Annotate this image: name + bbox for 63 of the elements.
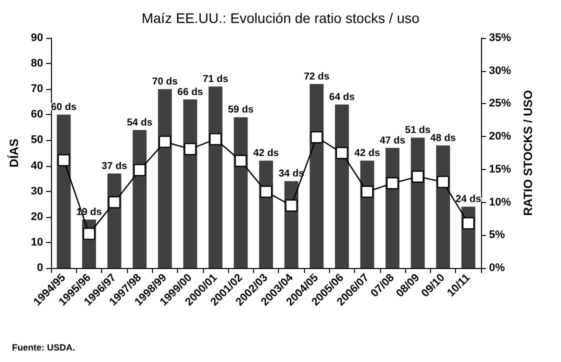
data-label: 51 ds bbox=[404, 125, 432, 136]
bar bbox=[310, 84, 324, 268]
data-label: 37 ds bbox=[102, 160, 128, 172]
y-tick-label: 0 bbox=[37, 262, 44, 274]
y-tick-label: 30 bbox=[30, 185, 44, 198]
data-label: 42 ds bbox=[354, 148, 380, 160]
bar bbox=[208, 86, 222, 268]
y2-tick-label: 10% bbox=[489, 196, 512, 208]
data-label: 54 ds bbox=[126, 118, 153, 128]
data-label: 24 ds bbox=[456, 194, 482, 206]
bar bbox=[183, 99, 198, 268]
y-tick-label: 40 bbox=[30, 160, 44, 172]
data-label: 72 ds bbox=[304, 72, 330, 82]
point bbox=[386, 177, 399, 190]
data-label: 47 ds bbox=[380, 135, 406, 146]
point bbox=[436, 176, 450, 188]
bar bbox=[158, 89, 172, 268]
data-label: 48 ds bbox=[430, 132, 456, 144]
point bbox=[158, 136, 172, 148]
bar bbox=[132, 130, 147, 268]
data-label: 64 ds bbox=[329, 92, 356, 103]
y-tick-label: 70 bbox=[30, 83, 44, 96]
y2-tick-label: 30% bbox=[489, 64, 512, 77]
point bbox=[58, 154, 70, 166]
y-tick-label: 50 bbox=[30, 134, 44, 146]
y-axis-title: DÍAS bbox=[7, 138, 21, 168]
point bbox=[234, 154, 247, 167]
point bbox=[336, 146, 348, 160]
point bbox=[285, 199, 298, 212]
bar bbox=[410, 138, 425, 268]
chart-title: Maíz EE.UU.: Evolución de ratio stocks / uso bbox=[142, 10, 420, 26]
point bbox=[361, 186, 374, 198]
point bbox=[108, 196, 120, 208]
point bbox=[184, 142, 196, 156]
data-label: 66 ds bbox=[177, 86, 204, 98]
bar bbox=[234, 117, 248, 268]
bar bbox=[436, 145, 450, 268]
data-label: 70 ds bbox=[152, 76, 178, 88]
y2-axis-title: RATIO STOCKS / USO bbox=[520, 90, 535, 216]
point bbox=[412, 170, 424, 183]
y2-tick-label: 20% bbox=[489, 130, 512, 143]
data-label: 71 ds bbox=[202, 74, 229, 86]
y2-tick-label: 15% bbox=[489, 163, 512, 176]
bar bbox=[334, 104, 349, 268]
y2-tick-label: 35% bbox=[489, 32, 512, 44]
point bbox=[260, 186, 272, 198]
y-tick-label: 90 bbox=[30, 32, 44, 44]
y-tick-label: 10 bbox=[30, 236, 44, 248]
y2-tick-label: 0% bbox=[489, 262, 506, 274]
source-note: Fuente: USDA. bbox=[12, 342, 75, 352]
data-label: 59 ds bbox=[228, 104, 254, 116]
point bbox=[310, 131, 323, 144]
bar bbox=[386, 148, 400, 268]
y-tick-label: 80 bbox=[30, 58, 44, 70]
point bbox=[462, 217, 474, 230]
data-label: 42 ds bbox=[253, 148, 280, 160]
y2-tick-label: 5% bbox=[489, 229, 506, 242]
point bbox=[82, 228, 96, 240]
point bbox=[209, 133, 222, 146]
y-tick-label: 20 bbox=[30, 210, 44, 223]
y-tick-label: 60 bbox=[30, 108, 44, 121]
y2-tick-label: 25% bbox=[489, 98, 512, 110]
point bbox=[134, 164, 146, 176]
